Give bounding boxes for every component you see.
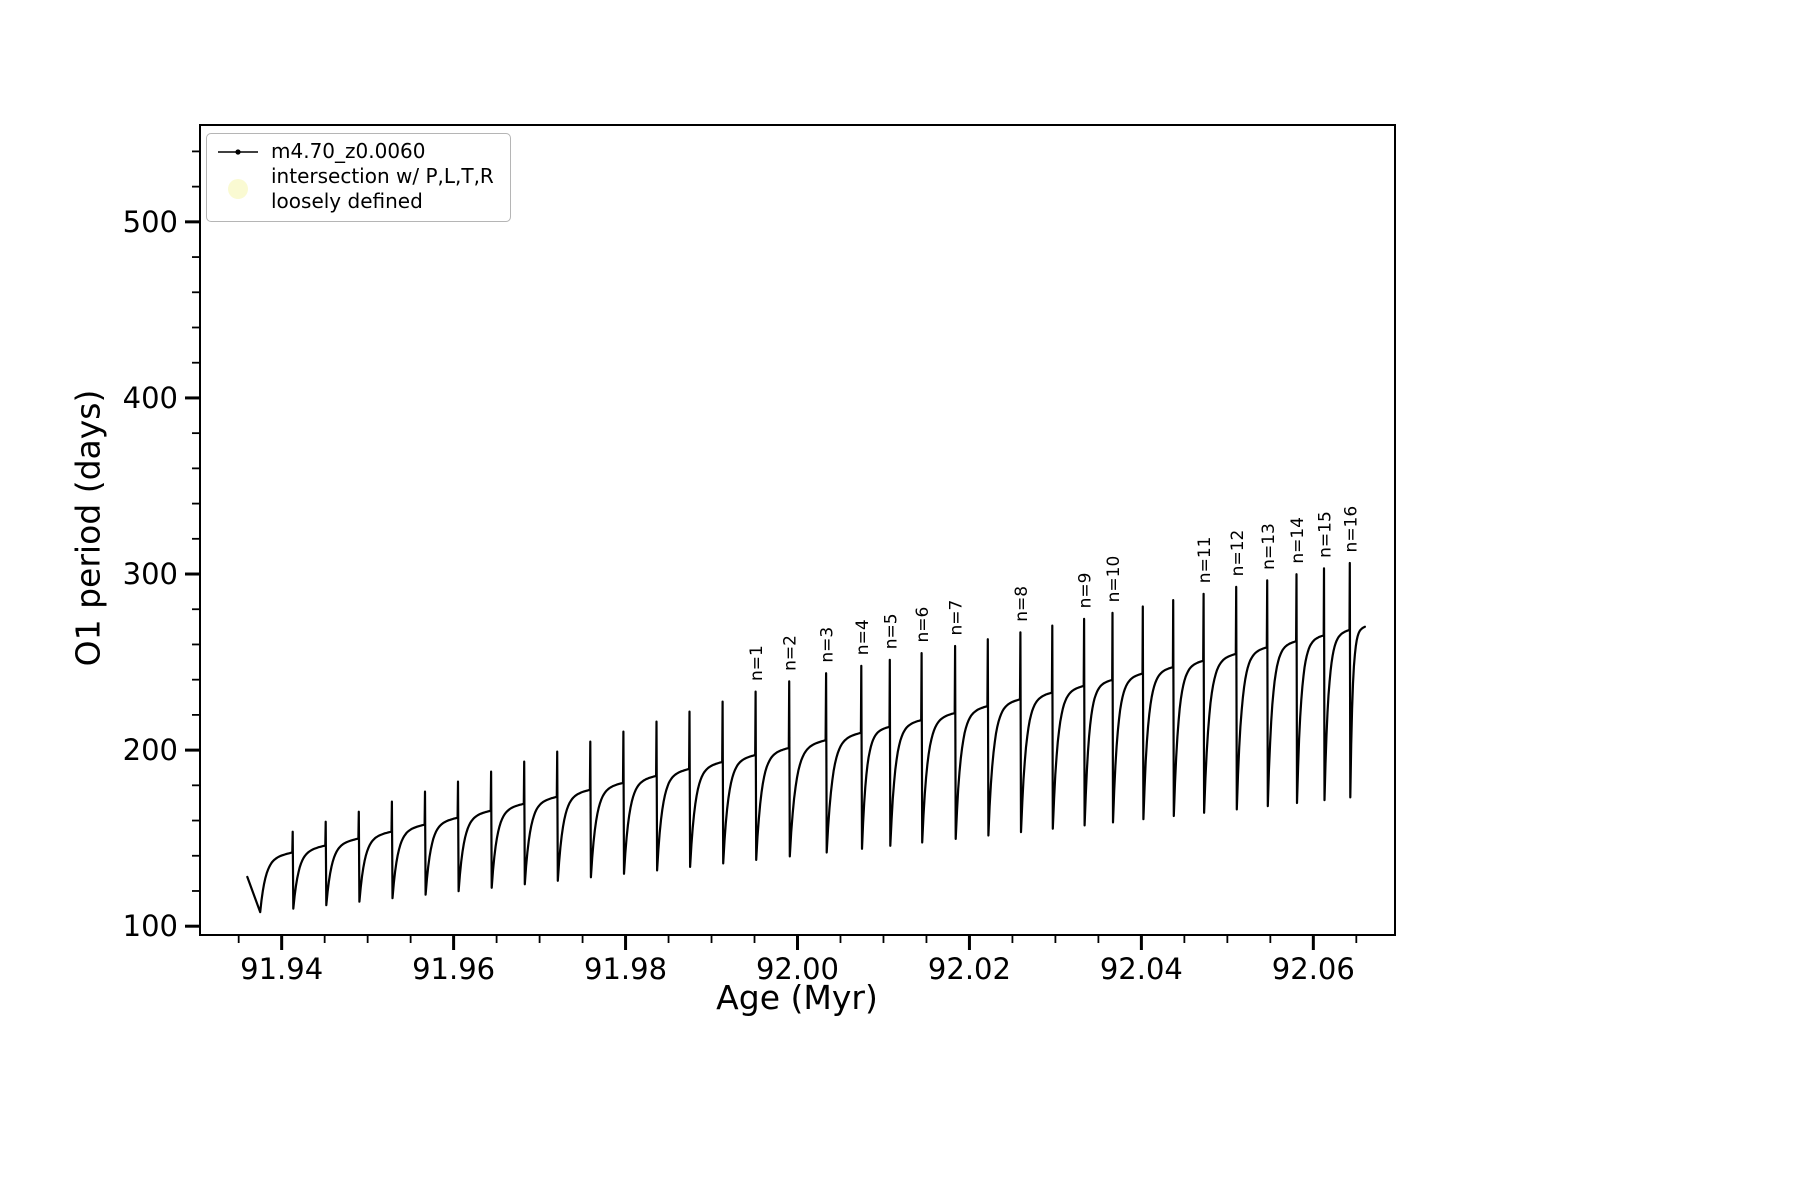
- x-tick-label: 91.98: [584, 952, 667, 986]
- spike-annotation: n=16: [1341, 506, 1361, 553]
- x-tick-label: 92.00: [756, 952, 839, 986]
- legend-intersection-label: intersection w/ P,L,T,R loosely defined: [271, 164, 494, 213]
- spike-annotation: n=13: [1259, 523, 1279, 570]
- x-tick-label: 92.04: [1100, 952, 1183, 986]
- spike-annotation: n=7: [947, 600, 967, 636]
- spike-annotation: n=5: [881, 613, 901, 649]
- spike-annotation: n=8: [1012, 586, 1032, 622]
- spike-annotation: n=10: [1104, 556, 1124, 603]
- legend-intersection-marker: [228, 179, 248, 199]
- spike-annotation: n=4: [853, 619, 873, 655]
- legend-line-dot-marker: [218, 148, 258, 155]
- legend-entry-intersection: intersection w/ P,L,T,R loosely defined: [215, 164, 494, 214]
- x-tick-label: 91.96: [412, 952, 495, 986]
- spike-annotation: n=9: [1076, 572, 1096, 608]
- legend: m4.70_z0.0060 intersection w/ P,L,T,R lo…: [206, 133, 511, 222]
- x-tick-label: 91.94: [240, 952, 323, 986]
- y-tick-label: 100: [123, 909, 178, 943]
- series-line: [246, 561, 1366, 914]
- y-axis-label: O1 period (days): [68, 389, 108, 667]
- y-tick-label: 500: [123, 205, 178, 239]
- y-tick-label: 300: [123, 557, 178, 591]
- spike-annotation: n=14: [1288, 517, 1308, 564]
- spike-annotation: n=12: [1228, 530, 1248, 577]
- spike-annotation: n=6: [913, 607, 933, 643]
- spike-annotation: n=3: [818, 627, 838, 663]
- x-tick-label: 92.02: [928, 952, 1011, 986]
- x-axis-label: Age (Myr): [716, 978, 878, 1017]
- spike-annotation: n=1: [747, 645, 767, 681]
- y-tick-label: 400: [123, 381, 178, 415]
- axes-frame: [199, 124, 1396, 936]
- spike-annotation: n=11: [1195, 537, 1215, 584]
- y-tick-label: 200: [123, 733, 178, 767]
- spike-annotation: n=15: [1316, 511, 1336, 558]
- x-tick-label: 92.06: [1272, 952, 1355, 986]
- legend-series-label: m4.70_z0.0060: [271, 139, 426, 163]
- spike-annotation: n=2: [781, 635, 801, 671]
- legend-entry-series: m4.70_z0.0060: [215, 139, 494, 164]
